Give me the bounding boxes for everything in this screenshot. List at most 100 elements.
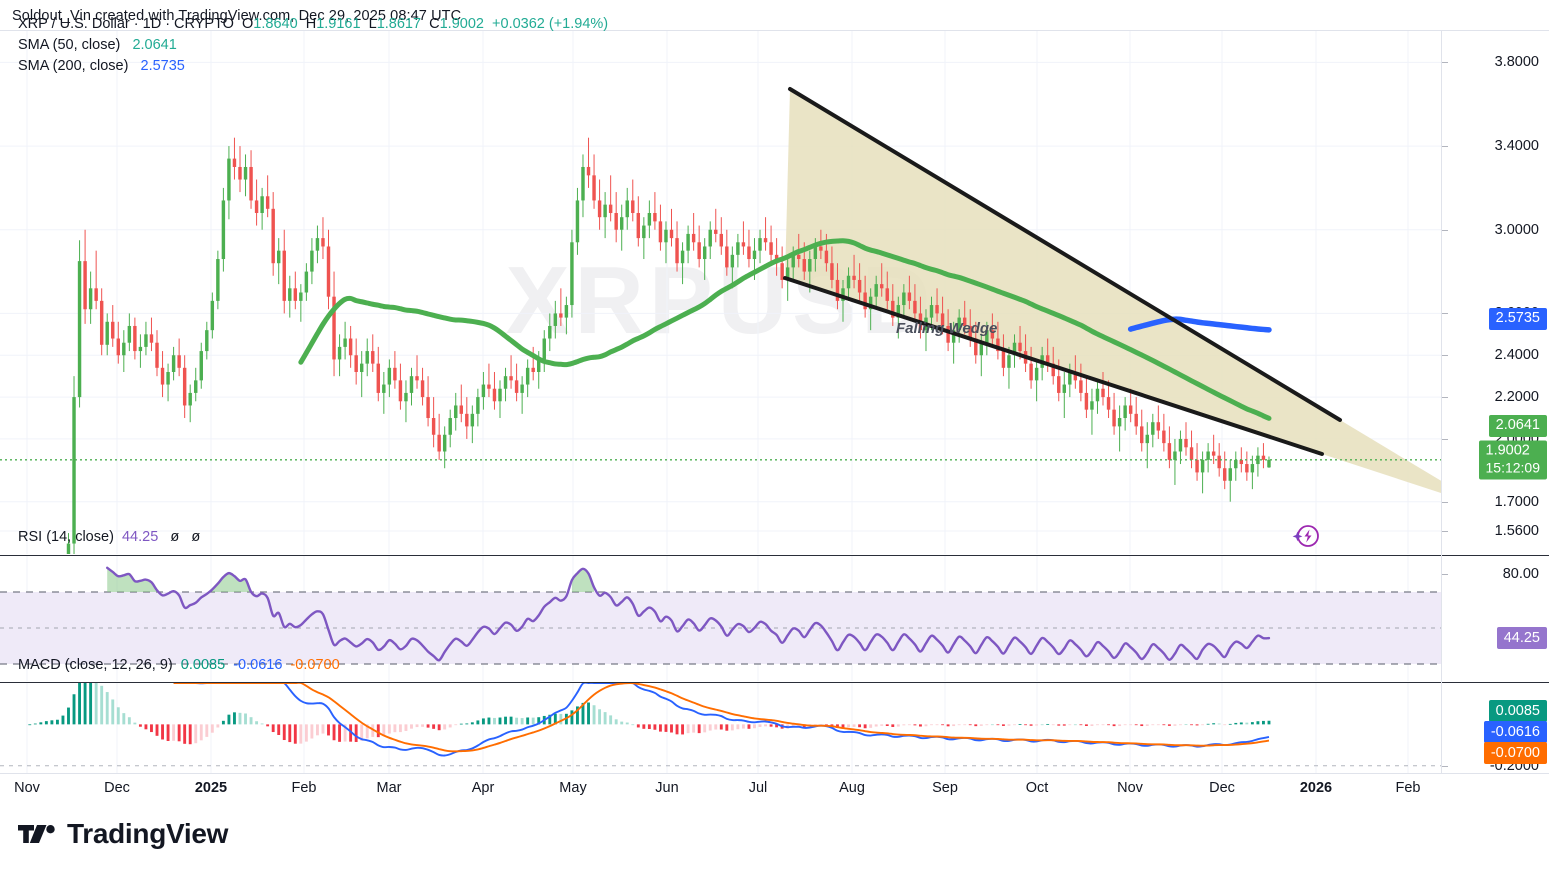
candle-body bbox=[1267, 459, 1271, 468]
candle-body bbox=[382, 384, 386, 393]
last-price-badge[interactable]: 1.9002 15:12:09 bbox=[1478, 440, 1547, 480]
price-pane-canvas bbox=[0, 31, 1441, 554]
macd-signal-value: -0.0700 bbox=[290, 657, 340, 673]
candle-body bbox=[260, 196, 264, 214]
macd-legend[interactable]: MACD (close, 12, 26, 9) 0.0085 -0.0616 -… bbox=[18, 655, 340, 676]
candle-body bbox=[94, 288, 98, 301]
macd-hist-bar bbox=[365, 724, 369, 739]
candle-body bbox=[177, 355, 181, 368]
candle-body bbox=[797, 254, 801, 260]
macd-hist-bar bbox=[1123, 724, 1127, 726]
candlestick-series bbox=[66, 137, 1271, 554]
price-scale-macd[interactable]: -0.2000 0.0085 -0.0616 -0.0700 bbox=[1442, 682, 1549, 774]
macd-signal-line bbox=[173, 683, 1270, 753]
rsi-extra-2: ø bbox=[191, 529, 201, 545]
rsi-legend[interactable]: RSI (14, close) 44.25 ø ø bbox=[18, 527, 200, 548]
candle-body bbox=[896, 305, 901, 318]
macd-hist-bar bbox=[476, 720, 480, 725]
candle-body bbox=[1106, 397, 1111, 410]
macd-hist-bar bbox=[1179, 724, 1182, 726]
ai-lightning-badge[interactable] bbox=[1289, 521, 1321, 558]
macd-hist-bar bbox=[631, 724, 635, 726]
macd-hist-bar bbox=[1079, 724, 1083, 726]
candle-body bbox=[343, 338, 347, 347]
macd-hist-bar bbox=[338, 724, 342, 742]
candle-body bbox=[404, 392, 408, 402]
macd-hist-bar bbox=[1239, 722, 1243, 725]
candle-body bbox=[1151, 422, 1155, 435]
macd-hist-bar bbox=[487, 717, 491, 725]
candle-body bbox=[913, 300, 917, 314]
candle-body bbox=[1184, 438, 1188, 448]
rsi-value-badge[interactable]: 44.25 bbox=[1496, 627, 1547, 650]
macd-hist-bar bbox=[858, 724, 862, 728]
sma200-price-badge[interactable]: 2.5735 bbox=[1488, 307, 1547, 330]
candle-body bbox=[520, 384, 524, 393]
macd-hist-bar bbox=[614, 719, 618, 725]
macd-hist-bar bbox=[1101, 724, 1105, 726]
macd-hist-bar bbox=[764, 724, 767, 727]
sma50-legend[interactable]: SMA (50, close) 2.0641 bbox=[18, 35, 608, 56]
macd-hist-bar bbox=[459, 723, 463, 725]
candle-body bbox=[127, 325, 132, 343]
rsi-axis-label-0: 80.00 bbox=[1502, 566, 1539, 582]
macd-hist-bar bbox=[94, 683, 98, 725]
macd-hist-bar bbox=[105, 692, 109, 725]
price-pane[interactable] bbox=[0, 31, 1441, 554]
macd-hist-bar bbox=[216, 724, 220, 728]
macd-signal-badge[interactable]: -0.0700 bbox=[1483, 742, 1547, 764]
candle-body bbox=[1140, 426, 1144, 444]
plot-area[interactable]: XRPUSD bbox=[0, 31, 1441, 773]
price-scale[interactable]: 3.80003.40003.00002.60002.40002.20002.00… bbox=[1441, 31, 1549, 774]
ohlc-c-label: C bbox=[429, 16, 440, 32]
macd-hist-bar bbox=[548, 714, 552, 725]
candle-body bbox=[968, 325, 972, 339]
candle-body bbox=[1128, 405, 1133, 414]
rsi-pane[interactable] bbox=[0, 555, 1441, 681]
macd-hist-bar bbox=[1007, 724, 1011, 726]
price-scale-rsi[interactable]: 80.00 44.25 bbox=[1442, 555, 1549, 681]
macd-hist-bar bbox=[133, 722, 137, 725]
symbol-title[interactable]: XRP / U.S. Dollar · 1D · CRYPTO bbox=[18, 16, 234, 32]
macd-hist-badge[interactable]: 0.0085 bbox=[1488, 700, 1547, 722]
sma50-value: 2.0641 bbox=[132, 37, 177, 53]
candle-body bbox=[321, 238, 325, 247]
price-scale-main[interactable]: 3.80003.40003.00002.60002.40002.20002.00… bbox=[1442, 31, 1549, 554]
candle-body bbox=[575, 200, 580, 243]
candle-body bbox=[454, 405, 458, 419]
macd-hist-bar bbox=[730, 724, 734, 731]
macd-hist-bar bbox=[625, 722, 629, 725]
macd-hist-bar bbox=[371, 724, 375, 737]
ohlc-l-label: L bbox=[368, 16, 377, 32]
macd-hist-bar bbox=[526, 717, 530, 725]
macd-hist-bar bbox=[985, 724, 989, 726]
candle-body bbox=[387, 367, 392, 385]
macd-hist-bar bbox=[1035, 724, 1039, 726]
candle-body bbox=[1206, 451, 1210, 460]
candle-body bbox=[66, 543, 71, 554]
macd-hist-bar bbox=[161, 724, 164, 740]
macd-hist-bar bbox=[758, 724, 762, 727]
candle-body bbox=[1018, 342, 1022, 352]
time-axis-label-2025: 2025 bbox=[194, 780, 228, 796]
sma50-price-badge[interactable]: 2.0641 bbox=[1488, 414, 1547, 437]
candle-body bbox=[559, 313, 563, 318]
candle-body bbox=[780, 263, 784, 280]
time-scale[interactable]: Nov Dec 2025 Feb Mar Apr May Jun Jul Aug Sep Oct Nov… bbox=[0, 773, 1549, 803]
candle-body bbox=[907, 292, 912, 301]
candle-body bbox=[293, 288, 298, 301]
price-legend-main[interactable]: XRP / U.S. Dollar · 1D · CRYPTO O1.8640 … bbox=[18, 14, 608, 35]
macd-pane[interactable] bbox=[0, 682, 1441, 773]
candle-body bbox=[691, 233, 696, 243]
candle-body bbox=[1178, 438, 1183, 452]
candle-body bbox=[1256, 455, 1260, 465]
macd-hist-bar bbox=[1201, 724, 1205, 726]
price-axis-label-4-tick bbox=[1442, 355, 1448, 357]
candle-body bbox=[1239, 459, 1244, 465]
candle-body bbox=[277, 250, 281, 264]
time-axis-label-jul: Jul bbox=[748, 780, 768, 796]
sma200-legend[interactable]: SMA (200, close) 2.5735 bbox=[18, 56, 608, 77]
macd-hist-bar bbox=[398, 724, 402, 733]
candle-body bbox=[1012, 342, 1017, 356]
macd-line-badge[interactable]: -0.0616 bbox=[1483, 721, 1547, 743]
